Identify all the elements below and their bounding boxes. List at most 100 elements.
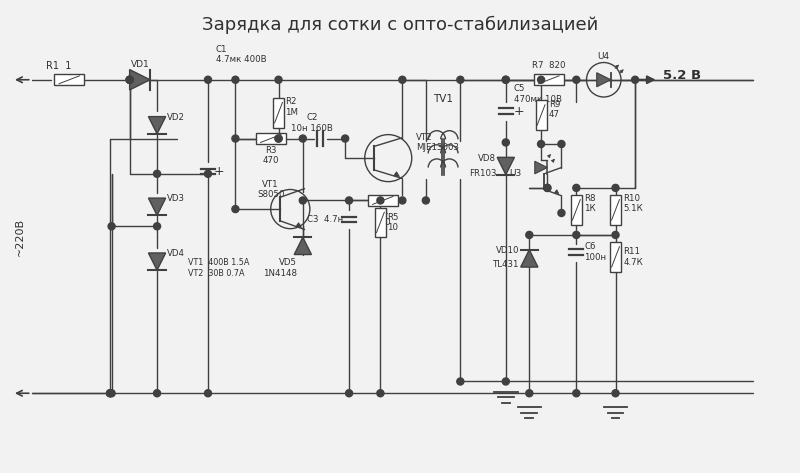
Text: R11
4.7К: R11 4.7К: [623, 247, 643, 267]
Text: VD2: VD2: [166, 113, 185, 122]
Polygon shape: [149, 116, 166, 134]
Text: U3: U3: [510, 169, 522, 178]
Circle shape: [275, 76, 282, 83]
Text: C3  4.7н: C3 4.7н: [306, 215, 342, 224]
Bar: [535, 100, 546, 130]
Circle shape: [126, 76, 133, 83]
Circle shape: [544, 184, 551, 192]
Bar: [375, 208, 386, 237]
Text: C6
100н: C6 100н: [584, 243, 606, 262]
Bar: [571, 195, 582, 225]
Circle shape: [399, 76, 406, 83]
Circle shape: [538, 140, 545, 148]
Circle shape: [457, 76, 464, 83]
Circle shape: [377, 390, 384, 397]
Polygon shape: [149, 198, 166, 215]
Text: VD1: VD1: [130, 60, 149, 69]
Bar: [610, 195, 621, 225]
Text: +: +: [214, 165, 224, 178]
Text: VT1
S8050: VT1 S8050: [257, 180, 285, 199]
Text: VD8: VD8: [478, 154, 496, 163]
Circle shape: [457, 378, 464, 385]
Text: C2
10н 160В: C2 10н 160В: [291, 113, 333, 132]
Circle shape: [612, 390, 619, 397]
Text: TL431: TL431: [494, 260, 520, 269]
Bar: [54, 74, 84, 85]
Circle shape: [108, 223, 115, 230]
Circle shape: [154, 390, 161, 397]
Circle shape: [526, 231, 533, 238]
Circle shape: [126, 76, 133, 83]
Circle shape: [377, 197, 384, 204]
Circle shape: [275, 135, 282, 142]
Bar: [534, 74, 564, 85]
Circle shape: [612, 231, 619, 238]
Text: VT1  400В 1.5А
VT2  30В 0.7А: VT1 400В 1.5А VT2 30В 0.7А: [188, 258, 250, 278]
Text: Зарядка для сотки с опто-стабилизацией: Зарядка для сотки с опто-стабилизацией: [202, 16, 598, 34]
Circle shape: [544, 184, 551, 192]
Circle shape: [502, 378, 510, 385]
Text: R3
470: R3 470: [262, 146, 279, 166]
Circle shape: [573, 184, 580, 192]
Circle shape: [232, 76, 239, 83]
Circle shape: [154, 170, 161, 177]
Bar: [256, 133, 286, 144]
Text: VD10: VD10: [497, 246, 520, 255]
Circle shape: [573, 390, 580, 397]
Circle shape: [573, 76, 580, 83]
Circle shape: [205, 390, 211, 397]
Text: R10
5.1К: R10 5.1К: [623, 194, 643, 213]
Circle shape: [205, 170, 211, 177]
Polygon shape: [534, 161, 547, 174]
Bar: [273, 98, 284, 128]
Circle shape: [612, 184, 619, 192]
Text: +: +: [514, 105, 524, 118]
Text: R8
1К: R8 1К: [584, 194, 596, 213]
Text: R7  820: R7 820: [532, 61, 566, 70]
Polygon shape: [149, 253, 166, 270]
Text: R4
820: R4 820: [374, 208, 391, 228]
Polygon shape: [130, 70, 150, 90]
Text: 5.2 В: 5.2 В: [662, 70, 701, 82]
Circle shape: [232, 206, 239, 212]
Polygon shape: [521, 250, 538, 267]
Circle shape: [558, 210, 565, 217]
Circle shape: [558, 140, 565, 148]
Circle shape: [502, 76, 510, 83]
Text: C1
4.7мк 400В: C1 4.7мк 400В: [216, 44, 266, 64]
Polygon shape: [294, 237, 311, 254]
Circle shape: [573, 231, 580, 238]
Text: C5
470мк 10В: C5 470мк 10В: [514, 84, 562, 104]
Text: R9
47: R9 47: [549, 100, 560, 119]
Circle shape: [205, 76, 211, 83]
Circle shape: [126, 76, 133, 83]
Bar: [610, 242, 621, 272]
Circle shape: [299, 197, 306, 204]
Text: TV1: TV1: [433, 94, 453, 105]
Text: U4: U4: [598, 52, 610, 61]
Circle shape: [526, 390, 533, 397]
Circle shape: [106, 390, 114, 397]
Text: R5
10: R5 10: [386, 213, 398, 232]
Circle shape: [399, 197, 406, 204]
Circle shape: [275, 135, 282, 142]
Circle shape: [631, 76, 638, 83]
Polygon shape: [497, 158, 514, 175]
Circle shape: [502, 76, 510, 83]
Text: R2
1M: R2 1M: [285, 97, 298, 117]
Text: VD4: VD4: [166, 249, 185, 258]
Text: R1  1: R1 1: [46, 61, 72, 70]
Bar: [368, 195, 398, 206]
Circle shape: [106, 390, 114, 397]
Text: ~220В: ~220В: [14, 218, 25, 255]
Circle shape: [346, 197, 353, 204]
Polygon shape: [597, 73, 611, 87]
Circle shape: [342, 135, 349, 142]
Circle shape: [538, 76, 545, 83]
Text: FR103: FR103: [469, 169, 496, 178]
Circle shape: [232, 135, 239, 142]
Circle shape: [346, 390, 353, 397]
Circle shape: [154, 223, 161, 230]
Text: VT2
MJE13003: VT2 MJE13003: [416, 133, 458, 152]
Circle shape: [299, 135, 306, 142]
